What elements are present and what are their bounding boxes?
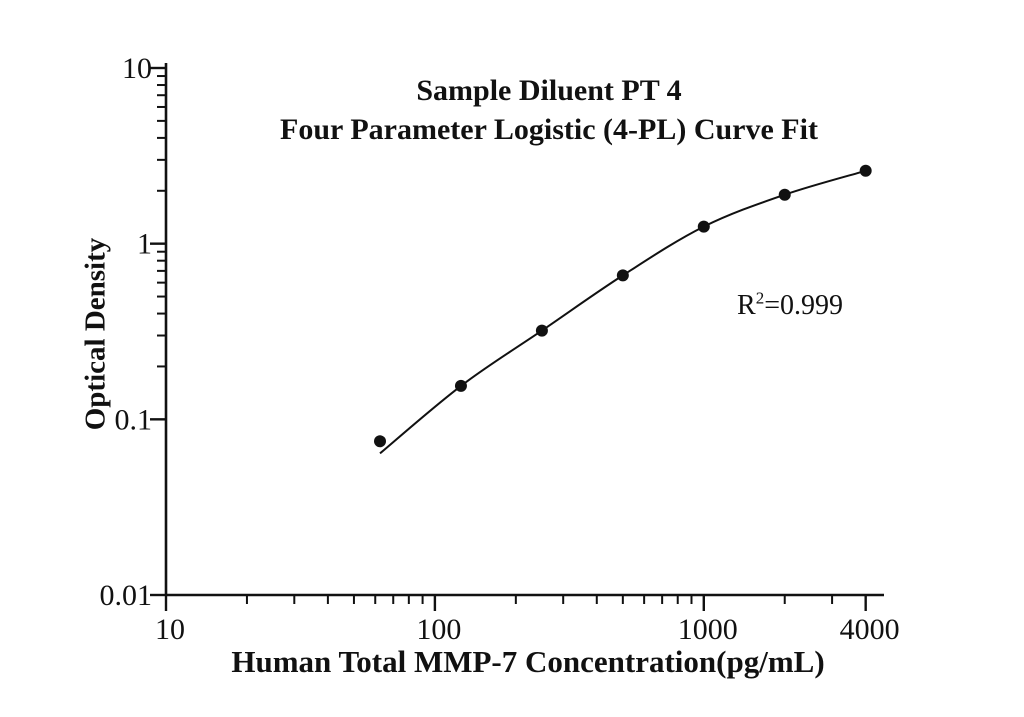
y-axis-title: Optical Density [79,237,112,431]
x-axis-title: Human Total MMP-7 Concentration(pg/mL) [231,644,825,679]
y-tick-label: 0.1 [115,403,153,436]
data-point-marker [778,188,791,201]
x-tick-label: 100 [416,613,461,646]
data-point-marker [374,435,387,448]
chart-title-line1: Sample Diluent PT 4 [416,74,682,107]
data-point-marker [616,269,629,282]
data-point-marker [454,379,467,392]
r-squared-base: R [737,290,756,321]
x-tick-label: 10 [155,613,185,646]
chart-title: Sample Diluent PT 4 Four Parameter Logis… [199,72,899,149]
data-point-marker [859,164,872,177]
x-tick-label: 1000 [678,613,738,646]
chart-title-line2: Four Parameter Logistic (4-PL) Curve Fit [280,112,818,146]
x-tick-label: 4000 [840,613,900,646]
y-tick-label: 1 [137,228,152,261]
y-tick-label: 0.01 [100,579,153,612]
r-squared-annotation: R2=0.999 [737,290,843,322]
r-squared-value: =0.999 [764,290,843,321]
data-point-marker [535,324,548,337]
y-tick-label: 10 [122,52,152,85]
data-point-marker [697,220,710,233]
r-squared-superscript: 2 [755,288,765,308]
